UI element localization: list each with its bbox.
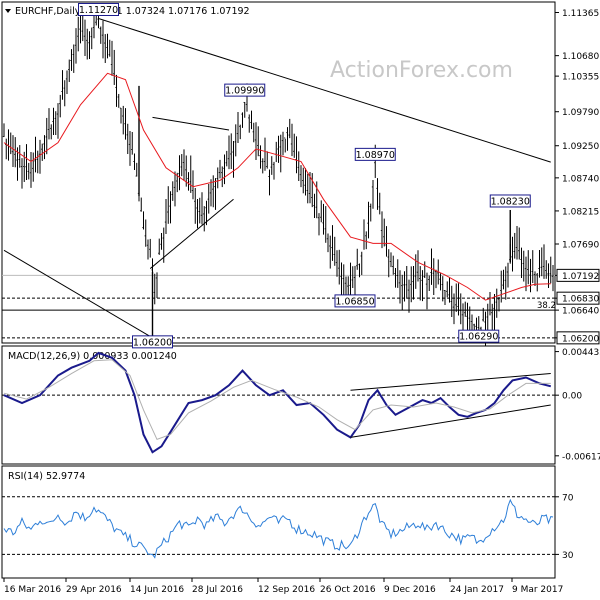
macd-layer: MACD(12,26,9) 0.000933 0.001240 0.004435 0… bbox=[2, 348, 600, 462]
rsi-layer: RSI(14) 52.9774 70 30 bbox=[2, 471, 574, 561]
macd-axis-label: -0.00617 bbox=[562, 452, 600, 462]
axis-layer: 1.11365 1.10680 1.10355 1.09790 1.09250 1.087… bbox=[555, 9, 600, 345]
price-label: 1.06200 bbox=[133, 337, 172, 348]
price-label: 1.06850 bbox=[335, 296, 374, 307]
price-label-box bbox=[78, 2, 119, 16]
price-axis-label: 1.09790 bbox=[562, 108, 599, 118]
macd-axis-label: 0.004435 bbox=[562, 348, 600, 358]
moving-average-line bbox=[3, 72, 551, 301]
price-layer bbox=[2, 5, 554, 347]
price-axis-label: 1.10355 bbox=[562, 73, 599, 83]
rsi-panel-frame bbox=[1, 465, 556, 579]
price-axis-label: 1.09250 bbox=[562, 142, 599, 152]
price-axis-box bbox=[556, 331, 600, 345]
rsi-line bbox=[3, 498, 554, 559]
signal-line bbox=[3, 359, 551, 441]
price-axis-label: 1.10680 bbox=[562, 52, 599, 62]
price-label: 1.08230 bbox=[491, 196, 530, 207]
price-trendline bbox=[149, 198, 234, 269]
macd-trendline bbox=[350, 373, 551, 391]
price-axis-box bbox=[556, 268, 600, 282]
price-axis-label: 1.06640 bbox=[562, 307, 599, 317]
symbol-title: EURCHF,Daily 1.07261 1.07324 1.07176 1.0… bbox=[15, 6, 250, 17]
rsi-title: RSI(14) 52.9774 bbox=[8, 471, 85, 482]
x-axis-label: 12 Sep 2016 bbox=[258, 585, 315, 595]
x-axis-label: 9 Mar 2017 bbox=[512, 585, 563, 595]
price-label: 1.08970 bbox=[356, 150, 395, 161]
price-axis-label: 1.07192 bbox=[562, 272, 599, 282]
rsi-axis-label: 70 bbox=[562, 493, 574, 503]
price-label-box bbox=[354, 147, 396, 161]
macd-axis-label: 0.00 bbox=[562, 392, 582, 402]
price-label: 1.09990 bbox=[225, 86, 264, 97]
x-axis-layer: 16 Mar 2016 29 Apr 2016 14 Jun 2016 28 Jul … bbox=[3, 578, 563, 595]
macd-title: MACD(12,26,9) 0.000933 0.001240 bbox=[8, 351, 177, 362]
x-axis-label: 14 Jun 2016 bbox=[130, 585, 184, 595]
x-axis-label: 28 Jul 2016 bbox=[192, 585, 243, 595]
trendline-layer bbox=[3, 18, 551, 339]
macd-line bbox=[3, 351, 552, 454]
price-label-box bbox=[132, 335, 173, 349]
moving-average-layer bbox=[3, 72, 551, 301]
price-axis-label: 1.06830 bbox=[562, 295, 599, 305]
x-axis-label: 29 Apr 2016 bbox=[66, 585, 122, 595]
macd-panel-frame bbox=[1, 345, 556, 465]
macd-trendline bbox=[350, 404, 551, 438]
price-axis-label: 1.08215 bbox=[562, 207, 599, 217]
price-axis-label: 1.07690 bbox=[562, 240, 599, 250]
price-label-box bbox=[224, 83, 266, 97]
price-trendline bbox=[3, 249, 153, 339]
price-axis-label: 1.08740 bbox=[562, 174, 599, 184]
price-label: 1.11270 bbox=[79, 5, 118, 16]
price-label-layer: 1.11270 1.09990 1.08970 1.08230 1.06850 1.062… bbox=[78, 2, 556, 349]
price-panel-frame bbox=[1, 1, 556, 344]
rsi-axis-label: 30 bbox=[562, 551, 574, 561]
x-axis-label: 16 Mar 2016 bbox=[4, 585, 61, 595]
panel-collapse-icon[interactable] bbox=[5, 9, 11, 13]
price-label-box bbox=[334, 294, 376, 308]
fib-label: 38.2 bbox=[537, 301, 556, 311]
price-label-box bbox=[458, 329, 500, 343]
watermark: ActionForex.com bbox=[330, 58, 513, 83]
x-axis-label: 9 Dec 2016 bbox=[384, 585, 436, 595]
x-axis-label: 26 Oct 2016 bbox=[320, 585, 376, 595]
price-axis-label: 1.06200 bbox=[562, 334, 599, 344]
price-trendline bbox=[152, 116, 230, 131]
price-axis-label: 1.11365 bbox=[562, 9, 599, 19]
price-label: 1.06290 bbox=[459, 332, 498, 343]
price-trendline bbox=[98, 18, 551, 163]
x-axis-label: 24 Jan 2017 bbox=[450, 585, 504, 595]
price-label-box bbox=[489, 194, 531, 208]
price-axis-box bbox=[556, 291, 600, 305]
